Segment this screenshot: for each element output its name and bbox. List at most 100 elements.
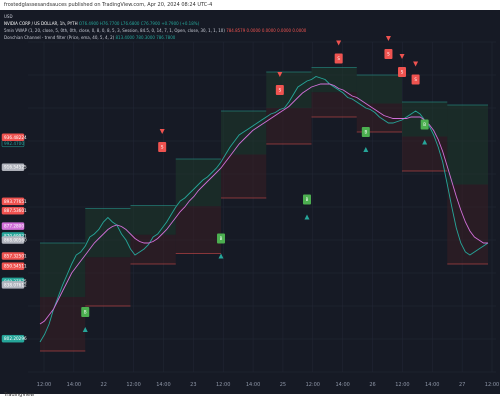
buy-arrow-icon [363, 147, 369, 152]
price-axis-label [1, 163, 25, 171]
channel-upper-zone [447, 105, 488, 185]
buy-arrow-icon [82, 327, 88, 332]
chart-header: USD NVIDIA CORP / US DOLLAR, 1h, PYTH O7… [4, 13, 494, 41]
x-tick-label: 12:00 [126, 382, 140, 388]
channel-upper-zone [85, 208, 131, 258]
price-axis-label-text: 893.77651 [4, 199, 27, 204]
channel-lower-zone [447, 184, 488, 264]
channel-lower-zone [130, 234, 176, 264]
buy-signal-label: B [423, 122, 426, 127]
price-axis-label-text: 802.20296 [4, 336, 27, 341]
buy-signal-label: B [84, 310, 87, 315]
channel-upper-zone [356, 75, 403, 104]
price-axis-label-text: 916.54525 [4, 165, 27, 170]
price-axis-label [1, 133, 25, 142]
sell-signal-marker[interactable] [411, 74, 420, 85]
channel-lower-zone [266, 108, 312, 144]
sell-signal-marker[interactable] [275, 85, 284, 95]
buy-signal-label: B [220, 236, 223, 241]
price-axis-label-text: 838.07612 [4, 282, 27, 287]
ohlc-values: O76.4900 H76.7700 L76.6800 C76.7900 +0.7… [78, 21, 200, 26]
sell-signal-marker[interactable] [384, 49, 393, 59]
channel-lower-zone [85, 257, 131, 306]
x-tick-label: 12:00 [306, 382, 320, 388]
x-tick-label: 22 [101, 382, 107, 388]
sell-signal-label: S [337, 56, 340, 61]
channel-upper-zone [130, 205, 176, 235]
indicator-1-values: 784.8579 0.0000 0.0000 0.0000 0.0000 [226, 28, 307, 33]
x-tick-label: 14:00 [335, 382, 349, 388]
channel-upper-zone [402, 102, 448, 137]
price-axis-label-text: 936.48224 [4, 135, 27, 140]
sell-signal-label: S [401, 70, 404, 75]
buy-arrow-icon [304, 214, 310, 220]
x-tick-label: 14:00 [67, 382, 81, 388]
channel-lower-zone [221, 154, 267, 198]
brand-footer: TradingView [4, 392, 35, 398]
price-axis-label [1, 222, 25, 230]
x-tick-label: 14:00 [156, 382, 170, 388]
price-axis-label [1, 206, 25, 215]
symbol-title[interactable]: NVIDIA CORP / US DOLLAR, 1h, PYTH [4, 21, 78, 26]
channel-upper-zone [311, 67, 357, 93]
currency-label: USD [4, 14, 13, 19]
channel-lower-zone [40, 297, 86, 351]
ema-series [39, 83, 488, 325]
buy-signal-marker[interactable] [217, 233, 226, 244]
channel-upper-zone [175, 159, 222, 207]
sell-signal-label: S [279, 88, 282, 93]
buy-signal-marker[interactable] [302, 194, 311, 205]
chart-frame: USD NVIDIA CORP / US DOLLAR, 1h, PYTH O7… [0, 10, 500, 394]
channel-lower-zone [175, 206, 222, 254]
price-axis-label-text: 857.32501 [4, 254, 27, 259]
sell-signal-label: S [161, 145, 164, 150]
sell-signal-label: S [414, 77, 417, 82]
price-axis-label [1, 197, 25, 206]
x-tick-label: 27 [459, 382, 465, 388]
buy-signal-marker[interactable] [81, 307, 90, 317]
x-tick-label: 12:00 [395, 382, 409, 388]
sell-signal-marker[interactable] [158, 142, 167, 152]
channel-upper-zone [40, 243, 86, 297]
price-axis-label [1, 262, 25, 270]
buy-signal-marker[interactable] [420, 119, 429, 130]
buy-arrow-icon [422, 139, 428, 145]
buy-signal-label: B [364, 130, 367, 135]
x-tick-label: 14:00 [425, 382, 439, 388]
price-axis-label [1, 236, 25, 244]
x-tick-label: 12:00 [216, 382, 230, 388]
sell-signal-marker[interactable] [398, 67, 407, 77]
sell-arrow-icon [277, 72, 283, 77]
x-tick-label: 14:00 [246, 382, 260, 388]
price-chart[interactable]: 12:00 14:00 22 12:00 14:00 23 12:00 14:00 25 12:0… [0, 10, 500, 394]
publish-caption: frostedglassesandsauces published on Tra… [4, 2, 213, 8]
sell-arrow-icon [399, 54, 405, 59]
indicator-2-name[interactable]: Donchian Channel - trend filter (Price, … [4, 35, 115, 40]
price-axis-label [1, 334, 25, 343]
price-series [39, 76, 489, 343]
indicator-2-values: 813.4000 780.3000 786.7800 [115, 35, 176, 40]
price-axis-label [1, 281, 25, 289]
price-axis-label-text: 877.2800 [4, 224, 24, 229]
price-axis-label-text: 850.54511 [4, 264, 27, 269]
price-axis-label-text: 868.00560 [4, 238, 27, 243]
buy-signal-marker[interactable] [361, 127, 370, 137]
x-tick-label: 25 [280, 382, 286, 388]
x-tick-label: 26 [369, 382, 375, 388]
price-axis-label [1, 252, 25, 260]
price-axis-label-text: 870.69921 [4, 233, 27, 238]
indicator-1-name[interactable]: 5min VWAP (1, 20, close, 5, 0th, 0th, cl… [4, 28, 225, 33]
x-tick-label: 12:00 [37, 382, 51, 388]
price-axis-label-text: 992.4700 [4, 141, 24, 146]
sell-signal-marker[interactable] [334, 53, 343, 64]
buy-signal-label: B [306, 197, 309, 202]
x-tick-label: 12:00 [485, 382, 499, 388]
channel-upper-zone [221, 111, 267, 155]
buy-arrow-icon [218, 253, 224, 259]
sell-arrow-icon [336, 40, 342, 46]
sell-arrow-icon [385, 36, 391, 41]
sell-arrow-icon [413, 61, 419, 67]
x-tick-label: 23 [190, 382, 196, 388]
price-axis-label-text: 887.53601 [4, 208, 27, 213]
channel-lower-zone [311, 92, 357, 117]
